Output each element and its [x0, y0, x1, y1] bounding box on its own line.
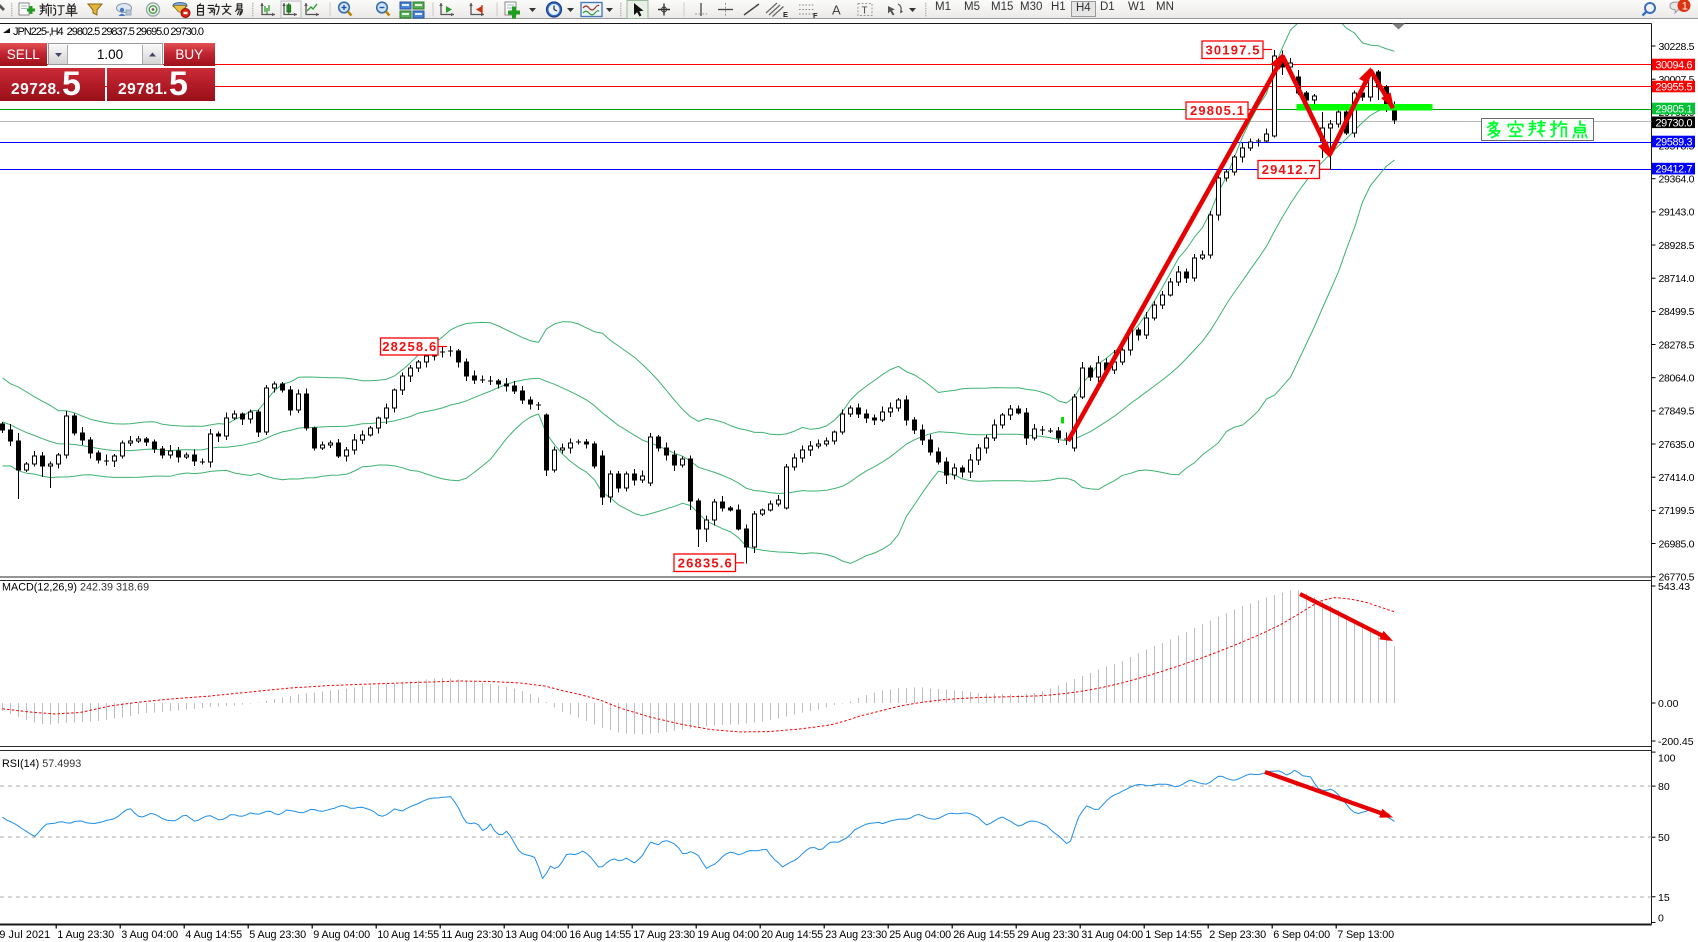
svg-text:28714.0: 28714.0: [1659, 273, 1695, 285]
svg-text:27199.5: 27199.5: [1659, 505, 1695, 517]
svg-text:28278.5: 28278.5: [1659, 339, 1695, 351]
svg-text:29412.7: 29412.7: [1262, 162, 1316, 177]
svg-text:F: F: [813, 11, 818, 19]
svg-text:27849.5: 27849.5: [1659, 406, 1695, 418]
svg-text:27635.0: 27635.0: [1659, 439, 1695, 451]
svg-text:26835.6: 26835.6: [678, 555, 732, 570]
svg-text:30094.6: 30094.6: [1656, 60, 1693, 72]
svg-text:7 Sep 13:00: 7 Sep 13:00: [1337, 929, 1394, 941]
svg-text:29955.5: 29955.5: [1656, 82, 1693, 94]
svg-text:29 Aug 23:30: 29 Aug 23:30: [1017, 929, 1079, 941]
svg-text:E: E: [783, 10, 788, 19]
svg-text:2 Sep 23:30: 2 Sep 23:30: [1209, 929, 1266, 941]
svg-text:28928.5: 28928.5: [1659, 240, 1695, 252]
svg-text:20 Aug 14:55: 20 Aug 14:55: [761, 929, 823, 941]
svg-text:11 Aug 23:30: 11 Aug 23:30: [441, 929, 503, 941]
svg-text:15: 15: [1658, 892, 1670, 904]
svg-text:17 Aug 23:30: 17 Aug 23:30: [633, 929, 695, 941]
svg-text:T: T: [862, 6, 868, 17]
svg-text:50: 50: [1658, 832, 1670, 844]
svg-text:19 Aug 04:00: 19 Aug 04:00: [697, 929, 759, 941]
svg-text:25 Aug 04:00: 25 Aug 04:00: [889, 929, 951, 941]
svg-text:26985.0: 26985.0: [1659, 538, 1695, 550]
svg-text:100: 100: [1658, 753, 1676, 765]
svg-text:29364.0: 29364.0: [1659, 174, 1695, 186]
svg-text:10 Aug 14:55: 10 Aug 14:55: [377, 929, 439, 941]
svg-text:80: 80: [1658, 781, 1670, 793]
svg-text:0.00: 0.00: [1658, 698, 1679, 710]
svg-text:A: A: [832, 3, 841, 18]
svg-text:28258.6: 28258.6: [382, 339, 436, 354]
svg-text:4 Aug 14:55: 4 Aug 14:55: [185, 929, 242, 941]
svg-text:30228.5: 30228.5: [1659, 41, 1695, 53]
svg-text:26 Aug 14:55: 26 Aug 14:55: [953, 929, 1015, 941]
svg-text:26770.5: 26770.5: [1659, 572, 1695, 584]
svg-text:RSI(14) 57.4993: RSI(14) 57.4993: [2, 758, 81, 770]
svg-text:28064.0: 28064.0: [1659, 373, 1695, 385]
svg-text:31 Aug 04:00: 31 Aug 04:00: [1081, 929, 1143, 941]
svg-text:29805.1: 29805.1: [1190, 103, 1244, 118]
svg-text:1 Sep 14:55: 1 Sep 14:55: [1145, 929, 1202, 941]
svg-text:23 Aug 23:30: 23 Aug 23:30: [825, 929, 887, 941]
svg-text:13 Aug 04:00: 13 Aug 04:00: [505, 929, 567, 941]
svg-text:1: 1: [1682, 1, 1688, 13]
svg-text:27414.0: 27414.0: [1659, 472, 1695, 484]
svg-text:0: 0: [1658, 912, 1664, 924]
svg-text:JPN225-,H4 29802.5 29837.5 29: JPN225-,H4 29802.5 29837.5 29695.0 29730…: [13, 26, 204, 38]
svg-text:-200.45: -200.45: [1658, 736, 1694, 748]
svg-text:5 Aug 23:30: 5 Aug 23:30: [249, 929, 306, 941]
svg-text:29 Jul 2021: 29 Jul 2021: [0, 929, 50, 941]
svg-text:1 Aug 23:30: 1 Aug 23:30: [57, 929, 114, 941]
svg-text:29589.3: 29589.3: [1656, 137, 1693, 149]
svg-text:543.43: 543.43: [1658, 581, 1690, 593]
svg-text:30197.5: 30197.5: [1206, 42, 1260, 57]
svg-text:16 Aug 14:55: 16 Aug 14:55: [569, 929, 631, 941]
svg-text:29412.7: 29412.7: [1656, 164, 1693, 176]
svg-text:29143.0: 29143.0: [1659, 207, 1695, 219]
svg-text:6 Sep 04:00: 6 Sep 04:00: [1273, 929, 1330, 941]
svg-text:29805.1: 29805.1: [1656, 104, 1693, 116]
svg-text:29730.0: 29730.0: [1656, 117, 1693, 129]
svg-text:28499.5: 28499.5: [1659, 306, 1695, 318]
svg-text:9 Aug 04:00: 9 Aug 04:00: [313, 929, 370, 941]
svg-text:MACD(12,26,9) 242.39 318.69: MACD(12,26,9) 242.39 318.69: [2, 582, 149, 594]
svg-text:3 Aug 04:00: 3 Aug 04:00: [121, 929, 178, 941]
